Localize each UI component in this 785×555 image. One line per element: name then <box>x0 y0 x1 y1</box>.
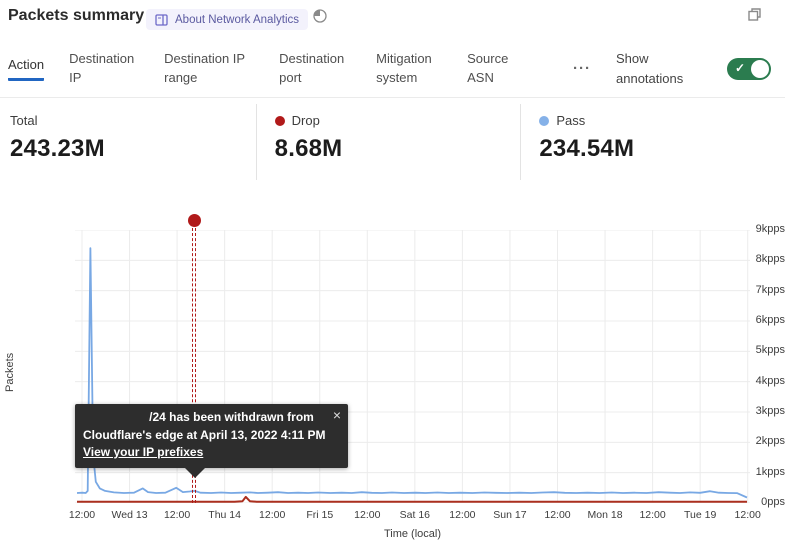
more-tabs-button[interactable]: ··· <box>573 60 591 77</box>
tab-destination-port[interactable]: Destination port <box>279 50 345 85</box>
y-tick-label: 1kpps <box>755 465 785 478</box>
annotation-line <box>192 228 197 503</box>
tab-destination-ip-range[interactable]: Destination IP range <box>164 50 245 85</box>
x-tick-label: Thu 14 <box>208 509 241 521</box>
x-tick-label: 12:00 <box>639 509 666 521</box>
stat-value: 8.68M <box>274 135 343 162</box>
annotations-toggle[interactable]: ✓ <box>727 57 771 80</box>
expand-window-icon[interactable] <box>747 7 762 27</box>
x-tick-label: 12:00 <box>734 509 761 521</box>
series-line-pass <box>76 247 748 499</box>
y-tick-label: 2kpps <box>755 435 785 448</box>
view-ip-prefixes-link[interactable]: View your IP prefixes <box>83 445 204 460</box>
x-tick-label: 12:00 <box>259 509 286 521</box>
tab-source-asn[interactable]: Source ASN <box>467 50 509 85</box>
tooltip-line-1: /24 has been withdrawn from <box>149 410 314 424</box>
x-tick-label: Sun 17 <box>493 509 527 521</box>
stat-drop: Drop 8.68M <box>255 104 521 180</box>
drop-series-dot-icon <box>274 115 285 126</box>
x-tick-label: Fri 15 <box>306 509 334 521</box>
time-period-icon[interactable] <box>312 8 328 29</box>
x-tick-label: 12:00 <box>544 509 571 521</box>
y-axis-title: Packets <box>4 352 16 392</box>
tab-action[interactable]: Action <box>8 56 45 81</box>
x-tick-label: 12:00 <box>354 509 381 521</box>
tooltip-pointer <box>185 467 205 478</box>
restore-window-icon <box>748 8 761 21</box>
stat-total: Total 243.23M <box>0 104 256 180</box>
badge-label: About Network Analytics <box>175 13 300 26</box>
x-axis-title: Time (local) <box>383 528 442 540</box>
y-tick-label: 5kpps <box>755 344 785 357</box>
stat-value: 234.54M <box>539 135 635 162</box>
y-tick-label: 0pps <box>761 496 785 508</box>
show-annotations-label: Show annotations <box>616 51 684 86</box>
x-tick-label: Sat 16 <box>399 509 431 521</box>
stat-pass: Pass 234.54M <box>520 104 785 180</box>
stat-label: Total <box>10 113 38 128</box>
annotation-tooltip: × /24 has been withdrawn from Cloudflare… <box>75 404 348 478</box>
page-title: Packets summary <box>8 7 145 24</box>
tab-mitigation-system[interactable]: Mitigation system <box>376 50 432 85</box>
book-icon <box>155 13 168 26</box>
annotation-marker[interactable] <box>188 214 202 227</box>
x-tick-label: 12:00 <box>449 509 476 521</box>
tooltip-line-2: Cloudflare's edge at April 13, 2022 4:11… <box>83 427 326 442</box>
x-tick-label: Tue 19 <box>683 509 717 521</box>
dimension-tabs: Action Destination IP Destination IP range… <box>0 40 785 98</box>
x-tick-label: 12:00 <box>68 509 96 521</box>
y-tick-label: 9kpps <box>755 223 785 235</box>
about-network-analytics-badge[interactable]: About Network Analytics <box>146 9 309 30</box>
stat-label: Drop <box>291 113 320 128</box>
close-icon[interactable]: × <box>332 407 341 423</box>
tab-destination-ip[interactable]: Destination IP <box>69 50 135 85</box>
stat-label: Pass <box>556 113 586 128</box>
toggle-knob <box>751 59 769 78</box>
check-icon: ✓ <box>735 60 746 75</box>
summary-stats: Total 243.23M Drop 8.68M Pass 234.54M <box>0 104 785 180</box>
y-tick-label: 4kpps <box>755 374 785 387</box>
stat-value: 243.23M <box>10 135 105 162</box>
x-tick-label: 12:00 <box>163 509 191 521</box>
y-tick-label: 6kpps <box>755 314 785 326</box>
pass-series-dot-icon <box>539 115 550 126</box>
x-tick-label: Mon 18 <box>587 509 623 521</box>
x-tick-label: Wed 13 <box>111 509 148 521</box>
pie-clock-icon <box>313 9 327 23</box>
y-tick-label: 7kpps <box>755 283 785 296</box>
series-line-drop <box>76 495 748 503</box>
y-tick-label: 8kpps <box>755 253 785 266</box>
y-tick-label: 3kpps <box>755 405 785 417</box>
plot-area[interactable] <box>75 230 750 503</box>
packets-chart: Packets 0pps 1kpps 2kpps 3kpps 4kpps 5kpps 6kp… <box>0 180 785 555</box>
